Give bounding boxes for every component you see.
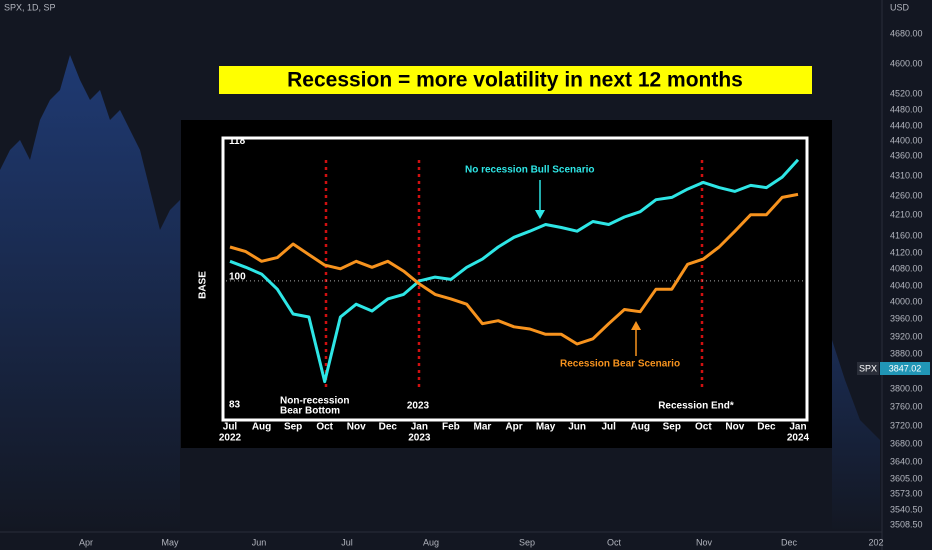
price-label: 4000.00 [890, 296, 923, 306]
x-year-label: 2024 [787, 433, 810, 444]
chart-image [181, 120, 832, 448]
price-label: 3920.00 [890, 331, 923, 341]
time-label: Jun [252, 537, 267, 547]
time-label: 202 [868, 537, 883, 547]
price-label: 4480.00 [890, 104, 923, 114]
price-label: 3720.00 [890, 420, 923, 430]
x-year-label: 2023 [408, 433, 431, 444]
series-line [229, 192, 799, 346]
symbol-info[interactable]: SPX, 1D, SP [4, 2, 56, 12]
price-label: 3960.00 [890, 313, 923, 323]
price-label: 4080.00 [890, 263, 923, 273]
banner-box [219, 66, 812, 94]
x-year-label: 2022 [219, 433, 242, 444]
time-label: Apr [79, 537, 93, 547]
x-tick-label: Jan [411, 422, 428, 433]
series-label: No recession Bull Scenario [465, 165, 595, 176]
x-tick-label: Dec [379, 422, 398, 433]
chart-frame [221, 136, 809, 422]
x-tick-label: Sep [663, 422, 681, 433]
price-label: 3800.00 [890, 383, 923, 393]
price-label: 3680.00 [890, 438, 923, 448]
price-label: 4040.00 [890, 280, 923, 290]
time-label: Oct [607, 537, 622, 547]
annotation: Non-recession [280, 396, 349, 407]
price-tag-symbol: SPX [859, 363, 877, 373]
time-label: May [161, 537, 179, 547]
time-axis[interactable]: Apr May Jun Jul Aug Sep Oct Nov Dec 202 [79, 537, 884, 547]
price-axis[interactable]: 4680.00 4600.00 4520.00 4480.00 4440.00 4400.… [890, 28, 923, 529]
price-tag: 3847.02 [889, 363, 922, 373]
annotation: Recession End* [658, 401, 734, 412]
x-tick-label: Nov [725, 422, 744, 433]
x-tick-label: Jul [601, 422, 616, 433]
x-tick-label: Sep [284, 422, 302, 433]
y-axis-label: BASE [198, 271, 209, 299]
price-label: 4600.00 [890, 58, 923, 68]
y-tick-label: 118 [229, 136, 246, 147]
price-label: 4680.00 [890, 28, 923, 38]
y-tick-label: 100 [229, 272, 246, 283]
x-tick-label: Apr [505, 422, 522, 433]
y-tick-label: 83 [229, 399, 241, 410]
time-label: Sep [519, 537, 535, 547]
x-tick-label: Dec [757, 422, 776, 433]
price-label: 4120.00 [890, 247, 923, 257]
price-label: 4360.00 [890, 150, 923, 160]
banner: Recession = more volatility in next 12 m… [287, 69, 743, 92]
price-label: 3573.00 [890, 488, 923, 498]
x-tick-label: May [536, 422, 556, 433]
x-tick-label: Aug [252, 422, 271, 433]
time-label: Dec [781, 537, 798, 547]
price-label: 4160.00 [890, 230, 923, 240]
time-label: Jul [341, 537, 353, 547]
price-area-right [832, 340, 880, 532]
series-line [229, 158, 800, 384]
price-tag-box [880, 362, 930, 375]
price-label: 4520.00 [890, 88, 923, 98]
x-tick-label: Mar [474, 422, 492, 433]
annotation: Bear Bottom [280, 406, 340, 417]
price-label: 3880.00 [890, 348, 923, 358]
arrow-head [535, 210, 545, 219]
x-tick-label: Oct [316, 422, 333, 433]
x-tick-label: Jun [568, 422, 586, 433]
time-label: Aug [423, 537, 439, 547]
price-label: 3540.50 [890, 504, 923, 514]
price-label: 4310.00 [890, 170, 923, 180]
annotation: 2023 [407, 401, 430, 412]
x-tick-label: Nov [347, 422, 366, 433]
price-label: 4210.00 [890, 209, 923, 219]
x-tick-label: Oct [695, 422, 712, 433]
x-tick-label: Aug [630, 422, 649, 433]
arrow-head [631, 321, 641, 330]
price-label: 3640.00 [890, 456, 923, 466]
time-label: Nov [696, 537, 713, 547]
price-tag-symbol-box [857, 362, 879, 375]
price-label: 3605.00 [890, 473, 923, 483]
x-tick-label: Feb [442, 422, 460, 433]
currency: USD [890, 2, 910, 12]
price-label: 4440.00 [890, 120, 923, 130]
price-label: 4260.00 [890, 190, 923, 200]
event-lines [324, 160, 704, 390]
price-label: 3760.00 [890, 401, 923, 411]
series-label: Recession Bear Scenario [560, 359, 680, 370]
x-tick-label: Jul [223, 422, 238, 433]
price-label: 3508.50 [890, 519, 923, 529]
price-label: 4400.00 [890, 135, 923, 145]
x-tick-label: Jan [789, 422, 806, 433]
price-area [0, 55, 180, 532]
